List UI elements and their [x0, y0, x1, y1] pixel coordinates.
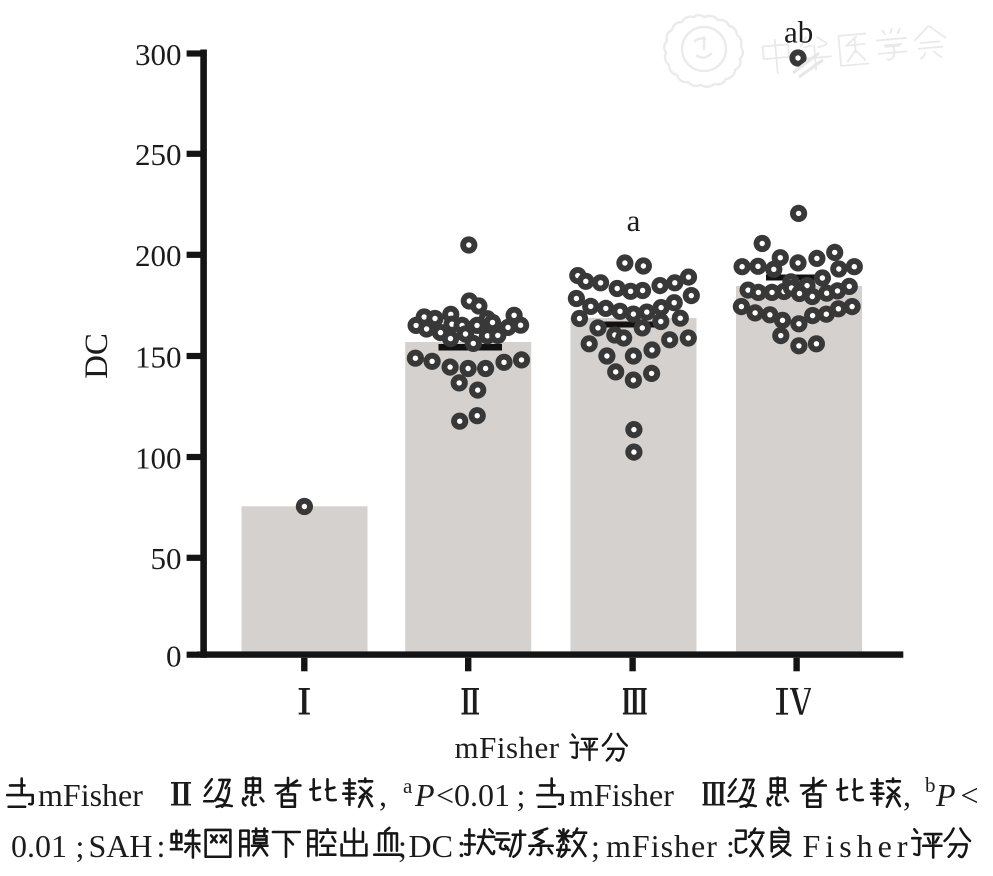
svg-text:;: ; — [398, 828, 407, 864]
svg-text:mFisher: mFisher — [569, 777, 674, 813]
svg-text:a: a — [627, 203, 641, 238]
svg-text:mFisher: mFisher — [455, 730, 560, 765]
svg-text:0: 0 — [166, 638, 182, 673]
svg-text:a: a — [403, 774, 413, 798]
svg-text:P: P — [935, 777, 956, 813]
svg-text:DC: DC — [409, 828, 453, 864]
svg-text:<0.01: <0.01 — [436, 777, 510, 813]
svg-text:250: 250 — [135, 137, 182, 172]
svg-text::: : — [157, 828, 166, 864]
svg-text:;: ; — [76, 828, 85, 864]
svg-text:200: 200 — [135, 238, 182, 273]
svg-text:;: ; — [517, 777, 526, 813]
svg-text:b: b — [925, 773, 936, 797]
svg-text:100: 100 — [135, 440, 182, 475]
svg-text:mFisher: mFisher — [606, 828, 718, 864]
svg-text:300: 300 — [135, 37, 182, 72]
svg-text:,: , — [379, 777, 387, 813]
svg-text:<: < — [961, 777, 979, 813]
svg-text:DC: DC — [79, 333, 115, 379]
svg-text:,: , — [903, 777, 911, 813]
svg-text:50: 50 — [151, 541, 182, 576]
svg-text:P: P — [414, 777, 435, 813]
svg-text:ab: ab — [784, 15, 813, 50]
svg-text:SAH: SAH — [89, 828, 153, 864]
svg-text::: : — [726, 828, 735, 864]
svg-text:;: ; — [591, 828, 600, 864]
svg-text:0.01: 0.01 — [11, 828, 67, 864]
svg-text:mFisher: mFisher — [38, 777, 143, 813]
svg-text::: : — [457, 828, 466, 864]
svg-text:Fisher: Fisher — [803, 828, 913, 864]
svg-text:150: 150 — [135, 339, 182, 374]
